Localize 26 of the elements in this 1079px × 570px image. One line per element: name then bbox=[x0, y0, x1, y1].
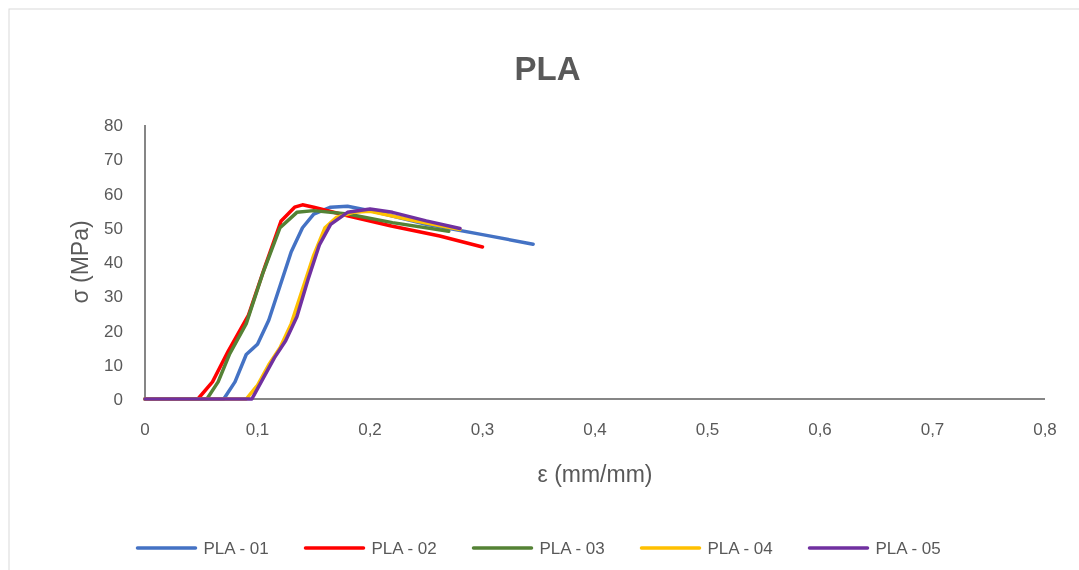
y-tick-label: 70 bbox=[104, 150, 123, 170]
y-tick-label: 40 bbox=[104, 253, 123, 272]
chart-title: PLA bbox=[514, 50, 581, 87]
x-tick-label: 0,8 bbox=[1033, 420, 1057, 439]
x-tick-label: 0,1 bbox=[245, 420, 270, 439]
x-tick-label: 0,5 bbox=[695, 420, 720, 439]
y-tick-label: 80 bbox=[104, 116, 123, 135]
y-axis-title: σ (MPa) bbox=[67, 220, 93, 304]
y-tick-label: 60 bbox=[104, 184, 123, 204]
x-axis-title: ε (mm/mm) bbox=[537, 461, 653, 487]
x-tick-label: 0 bbox=[140, 420, 150, 439]
x-tick-label: 0,4 bbox=[583, 420, 607, 439]
legend-label: PLA - 04 bbox=[707, 539, 773, 558]
y-tick-label: 50 bbox=[104, 218, 123, 238]
x-tick-label: 0,3 bbox=[470, 420, 495, 439]
y-tick-label: 20 bbox=[104, 321, 123, 341]
legend-label: PLA - 01 bbox=[203, 539, 269, 558]
x-tick-label: 0,2 bbox=[358, 420, 382, 439]
x-tick-label: 0,6 bbox=[808, 420, 832, 439]
legend-label: PLA - 05 bbox=[875, 539, 941, 558]
legend-label: PLA - 03 bbox=[539, 539, 605, 558]
x-tick-label: 0,7 bbox=[920, 420, 945, 439]
y-tick-label: 0 bbox=[113, 390, 123, 409]
y-tick-label: 10 bbox=[104, 355, 123, 375]
y-tick-label: 30 bbox=[104, 287, 123, 307]
legend-label: PLA - 02 bbox=[371, 539, 437, 558]
